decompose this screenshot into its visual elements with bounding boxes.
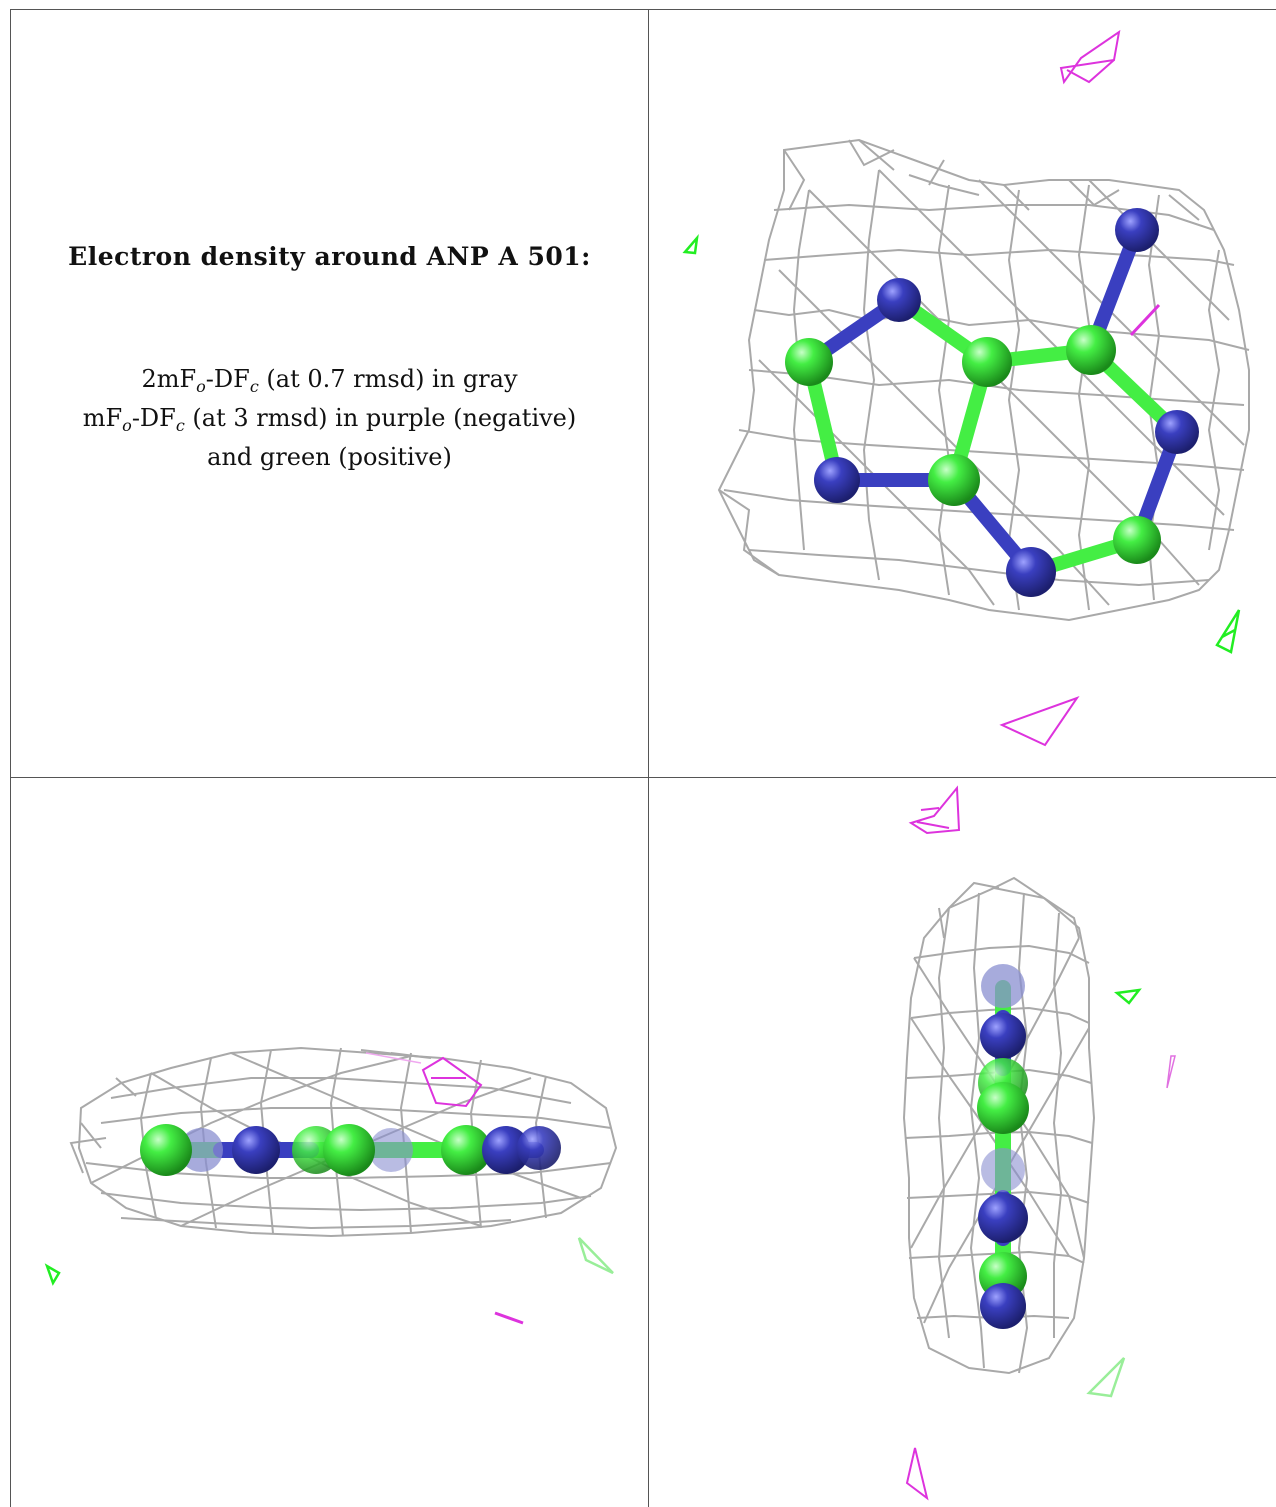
density-positive	[44, 1237, 614, 1286]
atom-nitrogen	[1115, 208, 1159, 252]
atom-nitrogen-back	[369, 1128, 413, 1172]
atom-carbon	[785, 338, 833, 386]
atom-nitrogen-back	[179, 1128, 223, 1172]
atom-nitrogen	[980, 1283, 1026, 1329]
density-positive	[1086, 988, 1142, 1398]
atom-nitrogen	[978, 1193, 1028, 1243]
legend-subscript: c	[175, 416, 185, 435]
atom-nitrogen	[482, 1126, 530, 1174]
figure-title: Electron density around ANP A 501:	[68, 242, 591, 271]
caption-cell: Electron density around ANP A 501: 2mFo-…	[11, 10, 648, 777]
atom-carbon	[1113, 516, 1161, 564]
density-negative	[365, 1052, 524, 1325]
atom-nitrogen	[517, 1126, 561, 1170]
atom-carbon	[962, 337, 1012, 387]
table-divider-horizontal	[11, 777, 1276, 778]
density-positive	[682, 233, 1241, 654]
atom-nitrogen	[232, 1126, 280, 1174]
atom-nitrogen	[814, 457, 860, 503]
legend-line-positive: and green (positive)	[11, 438, 648, 477]
atom-nitrogen	[1155, 410, 1199, 454]
atoms	[140, 1124, 561, 1176]
view-face-on	[649, 10, 1276, 777]
legend-description: (at 3 rmsd) in purple (negative)	[184, 404, 577, 432]
atoms	[977, 964, 1029, 1329]
legend-subscript: c	[249, 377, 259, 396]
legend-subscript: o	[122, 416, 132, 435]
table-border-left	[10, 9, 11, 1507]
legend-term: -DF	[131, 404, 176, 432]
table-divider-vertical	[648, 9, 649, 1507]
atom-carbon	[977, 1082, 1029, 1134]
table-border-top	[11, 9, 1276, 10]
view-edge-on-horizontal	[11, 778, 648, 1507]
density-negative	[905, 785, 1176, 1501]
molecule-render-edge-vertical	[902, 785, 1176, 1501]
legend-description: and green (positive)	[207, 443, 452, 471]
legend-subscript: o	[196, 377, 206, 396]
atom-nitrogen	[877, 278, 921, 322]
atom-nitrogen-back	[981, 1148, 1025, 1192]
view-edge-on-vertical	[649, 778, 1276, 1507]
atom-nitrogen	[980, 1013, 1026, 1059]
legend-line-2fofc: 2mFo-DFc (at 0.7 rmsd) in gray	[11, 360, 648, 399]
legend-description: (at 0.7 rmsd) in gray	[258, 365, 518, 393]
atom-carbon	[140, 1124, 192, 1176]
legend-line-fofc: mFo-DFc (at 3 rmsd) in purple (negative)	[11, 399, 648, 438]
atom-carbon	[1066, 325, 1116, 375]
atom-carbon	[928, 454, 980, 506]
molecule-render-edge-horizontal	[44, 1046, 618, 1325]
atom-nitrogen	[1006, 547, 1056, 597]
atoms	[785, 208, 1199, 597]
density-negative	[999, 29, 1161, 747]
legend-term: mF	[82, 404, 123, 432]
legend-text: 2mFo-DFc (at 0.7 rmsd) in gray mFo-DFc (…	[11, 360, 648, 477]
legend-term: -DF	[205, 365, 250, 393]
atom-carbon	[323, 1124, 375, 1176]
molecule-render-face-on	[682, 29, 1250, 747]
atom-nitrogen-back	[981, 964, 1025, 1008]
legend-term: 2mF	[141, 365, 197, 393]
atom-carbon	[441, 1125, 491, 1175]
